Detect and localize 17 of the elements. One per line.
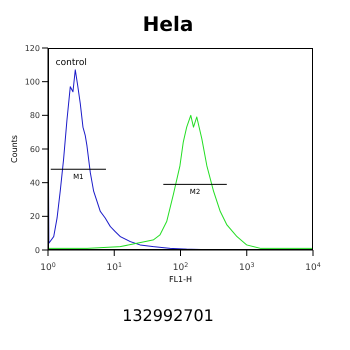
y-tick-label: 80 [30, 111, 40, 120]
text: 132992701 [121, 306, 215, 325]
series-label: control [56, 58, 87, 68]
y-tick-label: 120 [24, 44, 40, 53]
x-tick-label: 10$^{3}$ [239, 262, 254, 273]
y-tick-label: 0 [34, 246, 40, 255]
y-tick-label: 100 [24, 78, 40, 87]
x-tick-label: 10$^{1}$ [106, 262, 122, 273]
x-tick-label: 10$^{0}$ [40, 262, 56, 273]
y-tick-label: 20 [30, 212, 40, 222]
x-tick-label: 10$^{4}$ [305, 262, 321, 273]
x-axis-title: FL1-H [168, 275, 192, 284]
chart-title: Hela [142, 12, 194, 36]
y-tick-label: 40 [30, 178, 40, 188]
y-tick-label: 60 [30, 144, 40, 154]
x-tick-label: 10$^{2}$ [172, 262, 188, 273]
y-axis-title: Counts [10, 135, 19, 163]
